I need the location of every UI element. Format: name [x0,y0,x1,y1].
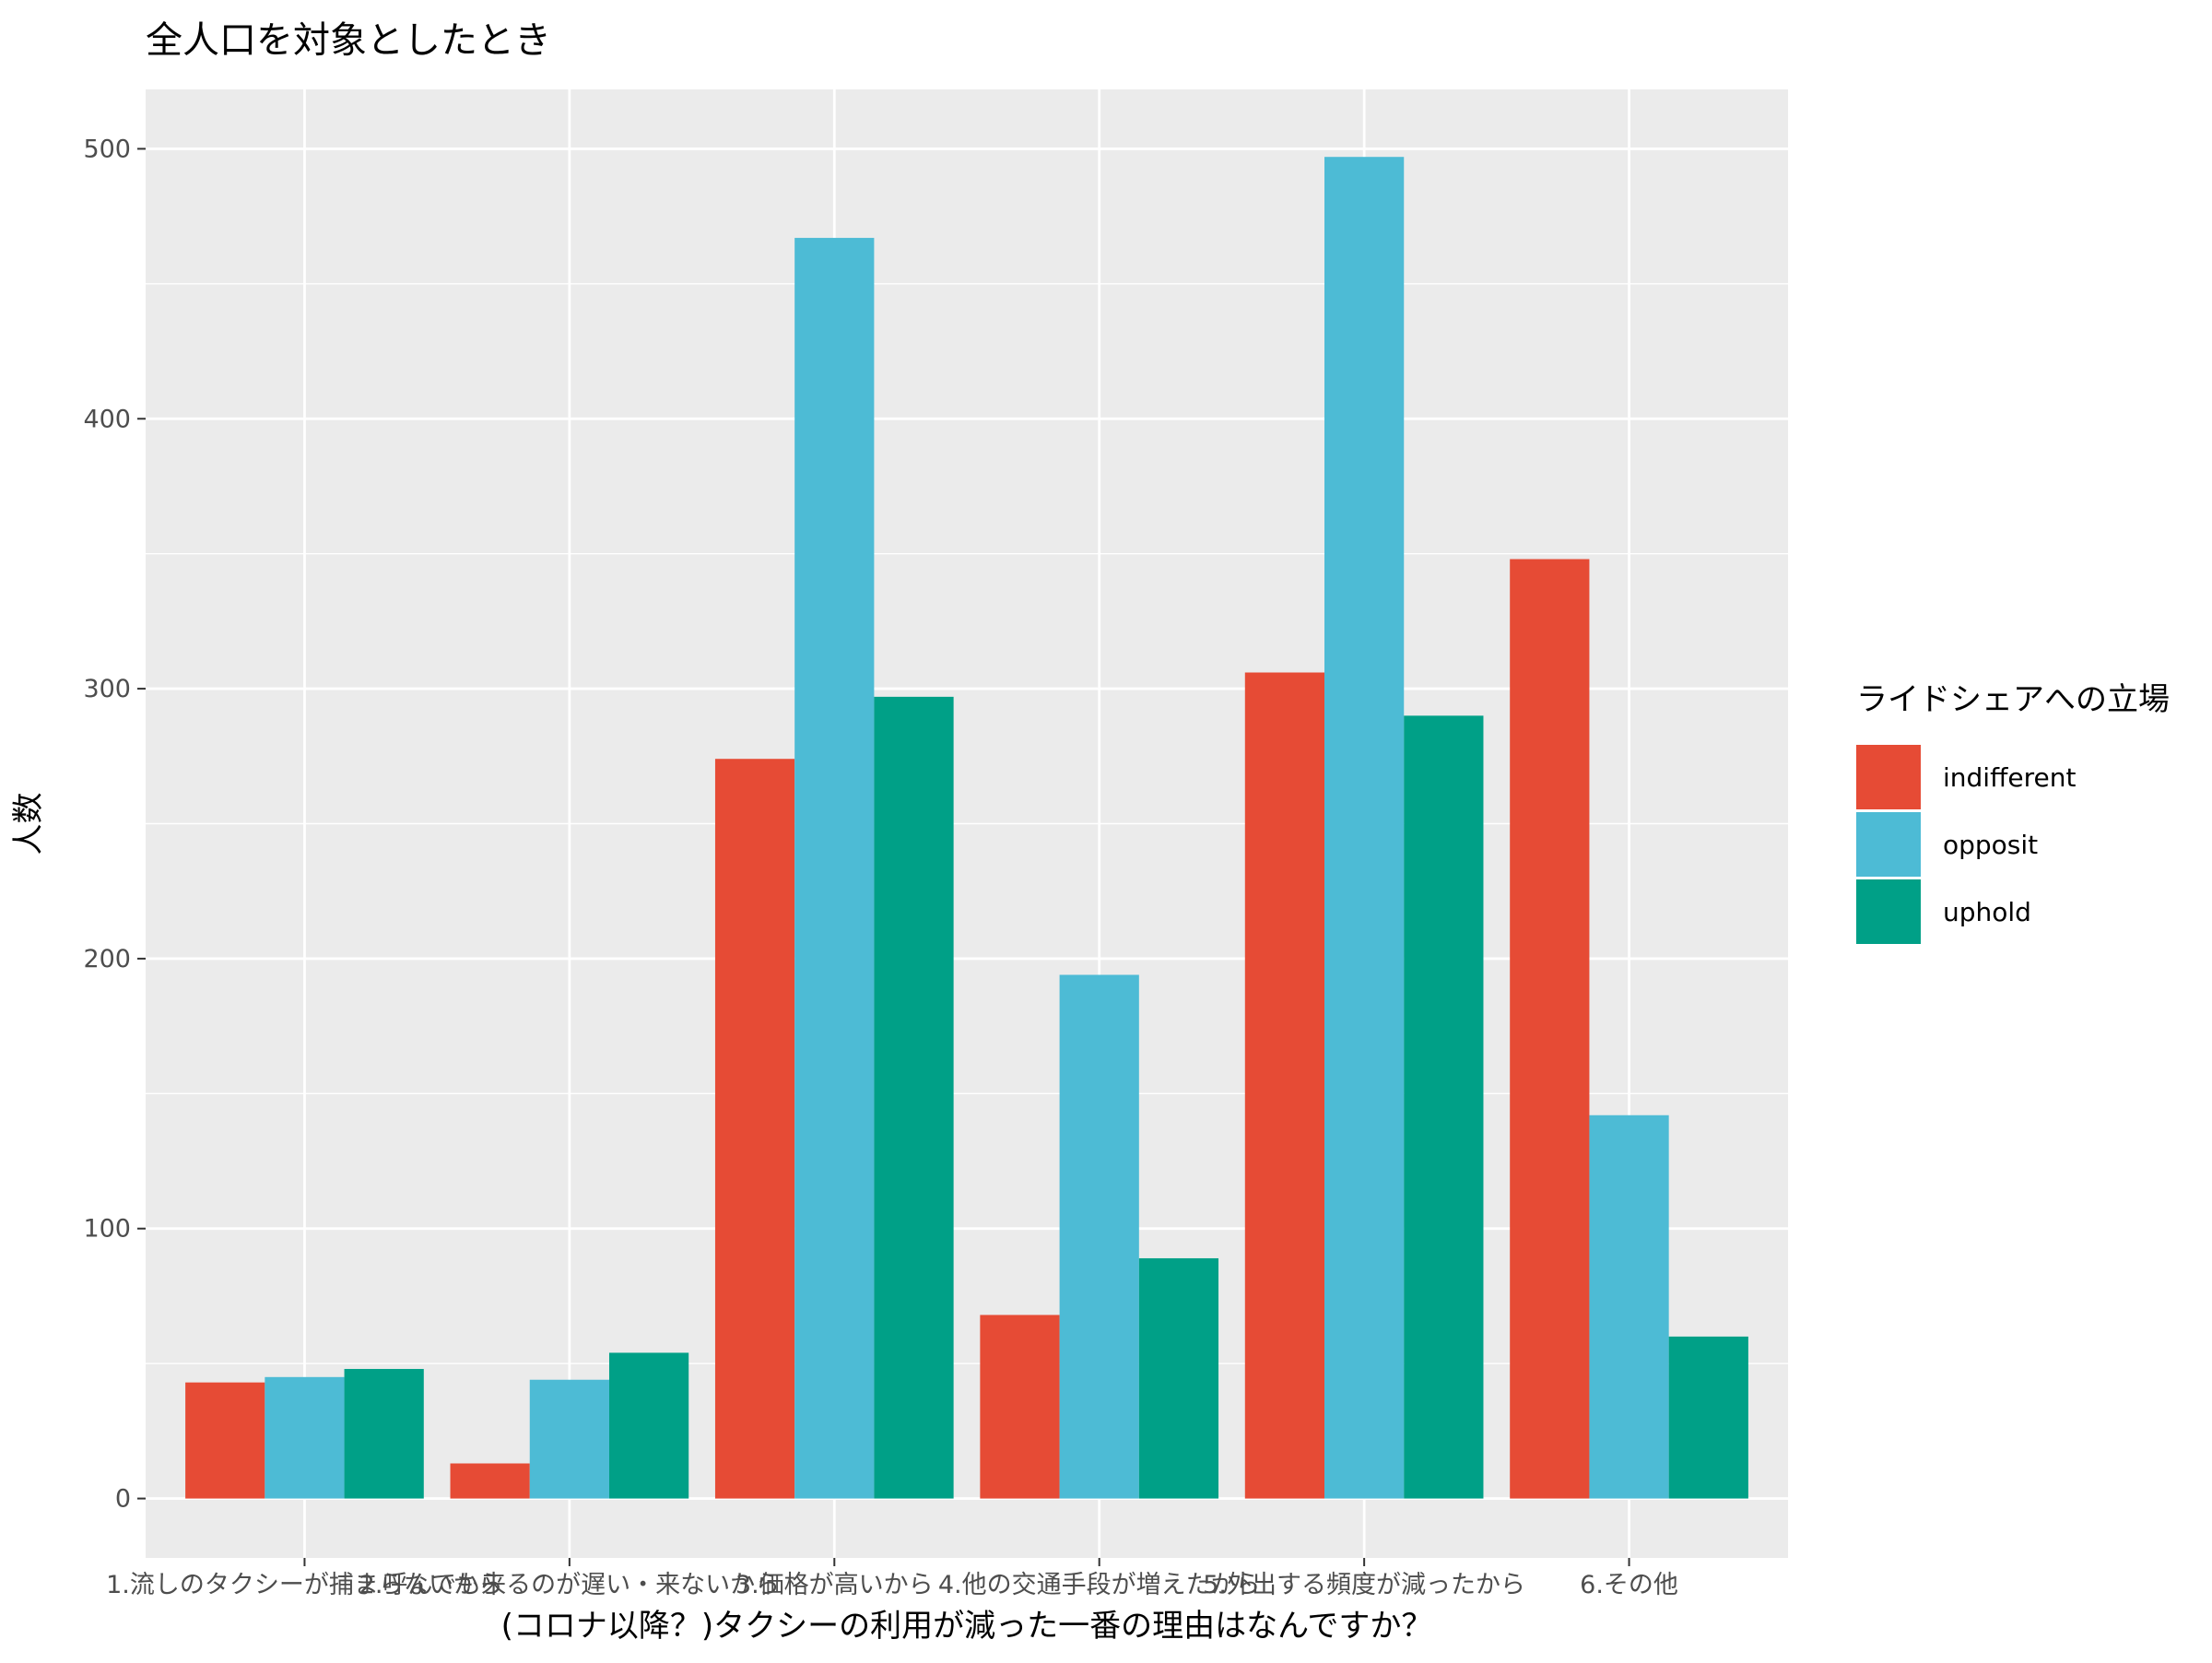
y-tick-label: 500 [83,135,131,163]
y-axis: 0 100 200 300 400 500 [83,135,146,1514]
bar-uphold-6 [1668,1336,1748,1499]
bar-opposit-3 [794,238,875,1499]
y-tick-label: 300 [83,675,131,703]
bar-uphold-5 [1404,715,1484,1499]
x-tick-label: 5.外出する頻度が減ったから [1203,1571,1525,1599]
legend-label-indifferent: indifferent [1943,762,2076,793]
bar-indifferent-2 [450,1463,530,1499]
bar-opposit-5 [1324,157,1405,1499]
x-tick-label: 3.価格が高いから [735,1571,934,1599]
legend-label-opposit: opposit [1943,830,2038,860]
bar-indifferent-4 [980,1315,1060,1499]
y-tick-label: 0 [115,1485,131,1514]
bar-opposit-2 [529,1379,609,1499]
x-axis-title: (コロナ以降？)タクシーの利用が減った一番の理由はなんですか？ [501,1608,1433,1645]
y-tick-label: 200 [83,945,131,973]
bar-opposit-4 [1059,974,1139,1499]
y-tick-label: 400 [83,405,131,433]
bar-indifferent-3 [714,759,795,1499]
legend: ライドシェアへの立場 indifferent opposit uphold [1856,681,2170,944]
x-axis: 1.流しのタクシーが捕まらないから2.呼んでも来るのが遅い・来ないから3.価格が… [106,1558,1678,1599]
bar-opposit-6 [1589,1115,1669,1499]
chart-title: 全人口を対象としたとき [146,19,551,62]
bar-uphold-1 [344,1369,424,1499]
x-tick-label: 2.呼んでも来るのが遅い・来ないから [359,1571,780,1599]
legend-title: ライドシェアへの立場 [1856,681,2170,718]
bar-indifferent-1 [185,1382,265,1499]
legend-key-uphold [1856,879,1921,944]
x-tick-label: 4.他の交通手段が増えたから [938,1571,1261,1599]
legend-key-opposit [1856,812,1921,877]
bar-uphold-4 [1138,1257,1219,1499]
bar-uphold-2 [608,1352,689,1499]
legend-key-indifferent [1856,745,1921,809]
bar-indifferent-5 [1244,672,1325,1499]
y-axis-title: 人数 [10,793,47,855]
bar-indifferent-6 [1510,559,1590,1499]
legend-label-uphold: uphold [1943,897,2031,927]
y-tick-label: 100 [83,1215,131,1244]
x-tick-label: 1.流しのタクシーが捕まらないから [106,1571,503,1599]
bars [185,157,1748,1499]
bar-opposit-1 [265,1376,345,1499]
x-tick-label: 6.その他 [1580,1571,1678,1599]
bar-uphold-3 [874,696,954,1499]
